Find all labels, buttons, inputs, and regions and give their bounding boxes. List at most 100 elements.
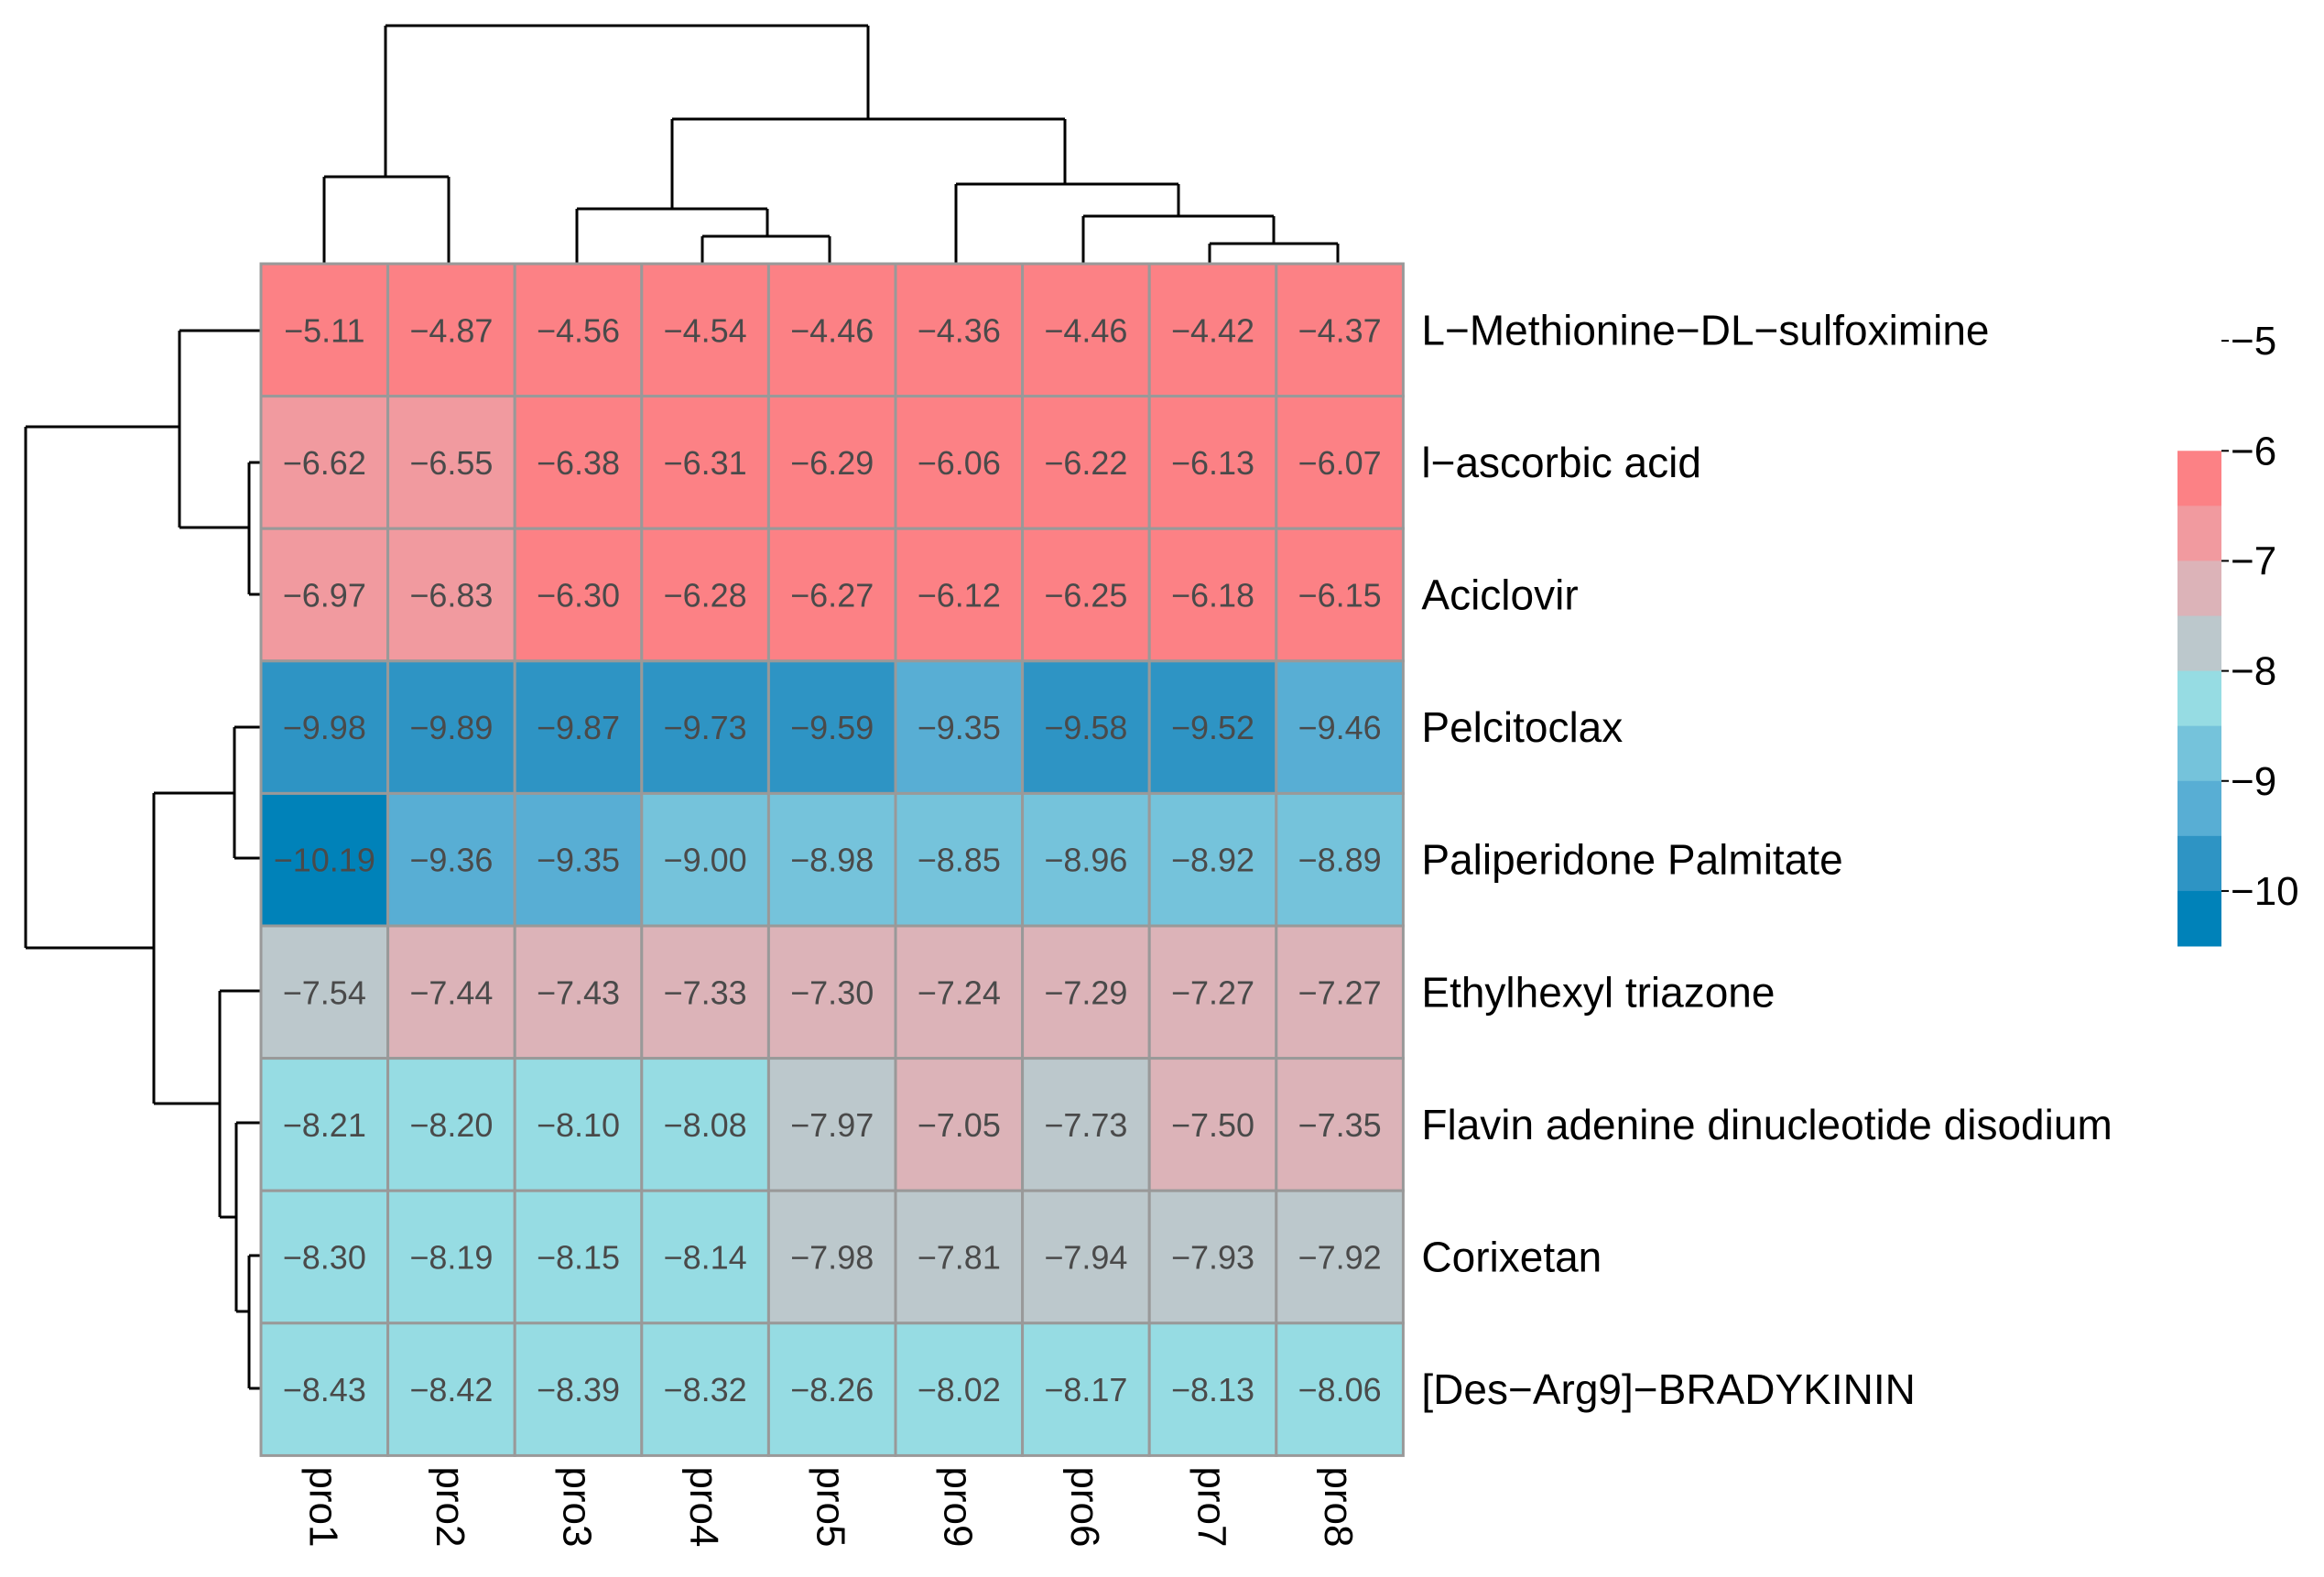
cell-value-label: −7.24	[918, 973, 1001, 1011]
heatmap-cell	[259, 1321, 390, 1457]
heatmap-cell	[386, 924, 516, 1060]
cell-value-label: −8.13	[1171, 1371, 1254, 1408]
heatmap-cell	[1021, 791, 1151, 928]
heatmap-cell	[386, 659, 516, 795]
cell-value-label: −6.13	[1171, 444, 1254, 482]
cell-value-label: −7.92	[1298, 1239, 1382, 1277]
cell-value-label: −7.54	[283, 973, 366, 1011]
cell-value-label: −7.97	[790, 1106, 874, 1144]
cell-value-label: −6.25	[1044, 577, 1127, 614]
row-label: l−ascorbic acid	[1421, 439, 1701, 486]
cell-value-label: −6.97	[283, 577, 366, 614]
heatmap-cell	[259, 262, 390, 398]
legend-color-band	[2177, 560, 2221, 617]
cell-value-label: −9.36	[409, 842, 493, 879]
column-label: pro7	[1189, 1466, 1234, 1547]
cell-value-label: −4.87	[409, 311, 493, 349]
cell-value-label: −8.85	[918, 842, 1001, 879]
heatmap-cell	[1275, 924, 1405, 1060]
heatmap-cell	[640, 791, 770, 928]
legend-color-band	[2177, 615, 2221, 672]
cell-value-label: −8.20	[409, 1106, 493, 1144]
heatmap-cell	[1021, 1189, 1151, 1325]
heatmap-cell	[1275, 1189, 1405, 1325]
cell-value-label: −7.93	[1171, 1239, 1254, 1277]
column-label: pro6	[1062, 1466, 1107, 1547]
legend-color-band	[2177, 780, 2221, 837]
row-label: Corixetan	[1421, 1234, 1602, 1281]
cell-value-label: −6.38	[537, 444, 620, 482]
cell-value-label: −7.29	[1044, 973, 1127, 1011]
cell-value-label: −8.43	[283, 1371, 366, 1408]
cell-value-label: −6.62	[283, 444, 366, 482]
cell-value-label: −8.02	[918, 1371, 1001, 1408]
heatmap-cell	[766, 1057, 897, 1192]
heatmap-cell	[894, 1321, 1025, 1457]
cell-value-label: −6.06	[918, 444, 1001, 482]
cell-value-label: −9.52	[1171, 709, 1254, 746]
cell-value-label: −5.11	[284, 311, 364, 349]
cell-value-label: −10.19	[274, 842, 375, 879]
cell-value-label: −6.30	[537, 577, 620, 614]
column-label: pro1	[300, 1466, 345, 1547]
cell-value-label: −4.56	[537, 311, 620, 349]
cell-value-label: −9.35	[537, 842, 620, 879]
cell-value-label: −7.44	[409, 973, 493, 1011]
heatmap-cell	[1147, 924, 1278, 1060]
cell-value-label: −8.15	[537, 1239, 620, 1277]
cell-value-label: −9.46	[1298, 709, 1382, 746]
row-label: Paliperidone Palmitate	[1421, 836, 1842, 884]
heatmap-cell	[259, 924, 390, 1060]
cell-value-label: −7.50	[1171, 1106, 1254, 1144]
cell-value-label: −6.31	[664, 444, 747, 482]
cell-value-label: −6.12	[918, 577, 1001, 614]
legend-tick-label: −9	[2231, 759, 2276, 804]
cell-value-label: −8.10	[537, 1106, 620, 1144]
column-label: pro8	[1316, 1466, 1361, 1547]
cell-value-label: −4.37	[1298, 311, 1382, 349]
heatmap-cell	[766, 395, 897, 530]
cell-value-label: −7.81	[918, 1239, 1001, 1277]
legend-tick-label: −7	[2231, 538, 2276, 583]
cell-value-label: −8.30	[283, 1239, 366, 1277]
cell-value-label: −6.29	[790, 444, 874, 482]
heatmap-cell	[513, 395, 644, 530]
heatmap-cell	[1147, 395, 1278, 530]
heatmap-cell	[1275, 395, 1405, 530]
cell-value-label: −8.42	[409, 1371, 493, 1408]
cell-value-label: −4.54	[664, 311, 747, 349]
column-dendrogram	[322, 24, 1340, 264]
heatmap-cell	[640, 527, 770, 663]
color-legend: −5 −6 −7 −8 −9 −10	[2177, 319, 2299, 947]
cell-value-label: −6.83	[409, 577, 493, 614]
cell-value-label: −8.14	[664, 1239, 747, 1277]
cell-value-label: −8.21	[283, 1106, 366, 1144]
column-labels: pro1 pro2 pro3 pro4 pro5 pro9 pro6 pro7 pro8	[300, 1466, 1361, 1547]
heatmap-cell	[386, 262, 516, 398]
legend-tick-label: −6	[2231, 429, 2276, 473]
cell-value-label: −8.39	[537, 1371, 620, 1408]
heatmap-cell	[1275, 1321, 1405, 1457]
heatmap-cell	[1147, 262, 1278, 398]
cell-value-label: −7.94	[1044, 1239, 1127, 1277]
legend-color-band	[2177, 890, 2221, 947]
heatmap-cell	[513, 1189, 644, 1325]
heatmap-cell	[640, 924, 770, 1060]
heatmap-cell	[259, 395, 390, 530]
cell-value-label: −7.43	[537, 973, 620, 1011]
cell-value-label: −8.98	[790, 842, 874, 879]
heatmap-cell	[513, 262, 644, 398]
cell-value-label: −7.98	[790, 1239, 874, 1277]
heatmap-cell	[640, 1321, 770, 1457]
heatmap-cell	[513, 924, 644, 1060]
heatmap-cell	[766, 924, 897, 1060]
cell-value-label: −4.46	[1044, 311, 1127, 349]
cell-value-label: −4.42	[1171, 311, 1254, 349]
heatmap-cell	[386, 527, 516, 663]
cell-value-label: −6.27	[790, 577, 874, 614]
heatmap-cell	[1275, 791, 1405, 928]
cell-value-label: −8.19	[409, 1239, 493, 1277]
heatmap-cell	[894, 262, 1025, 398]
cell-value-label: −7.33	[664, 973, 747, 1011]
